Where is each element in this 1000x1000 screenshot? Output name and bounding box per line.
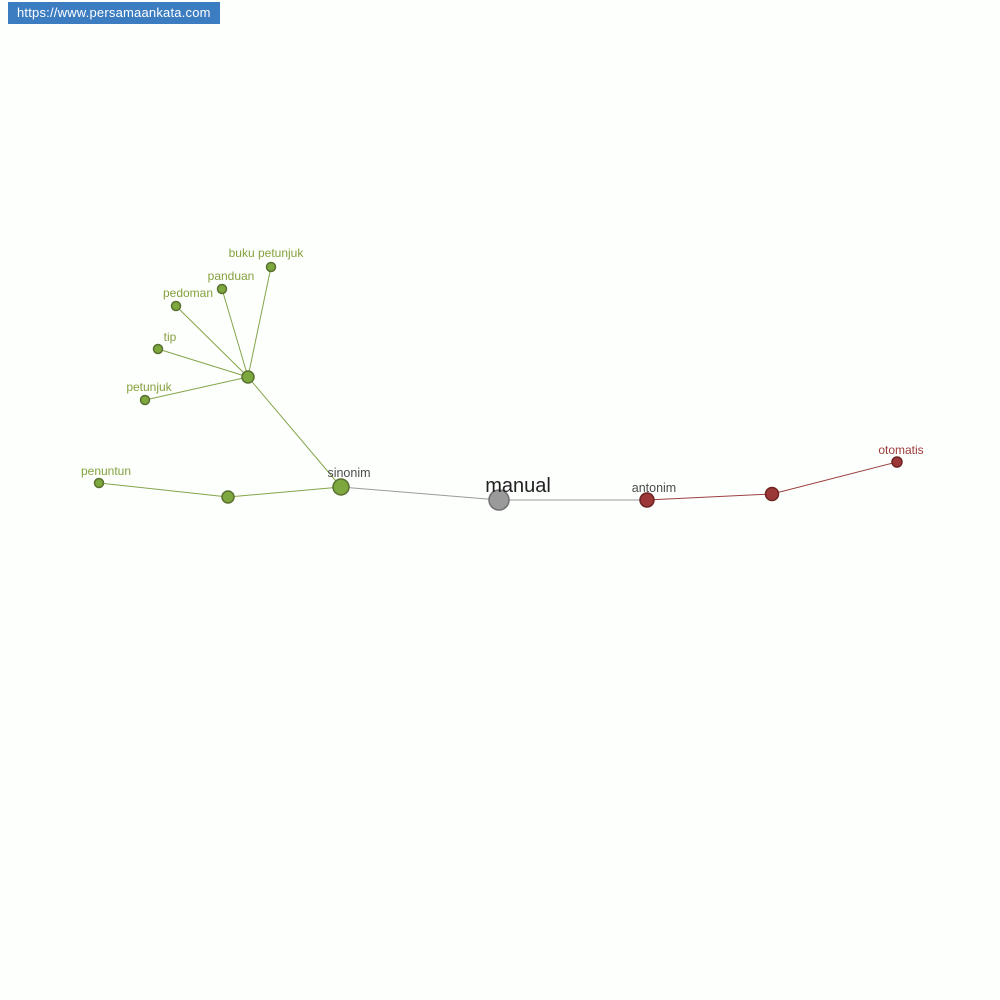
edge-penuntun-mid-syn <box>98 482 229 498</box>
node-label-buku-petunjuk[interactable]: buku petunjuk <box>229 246 305 260</box>
node-antonim[interactable] <box>639 492 655 508</box>
node-panduan[interactable] <box>216 283 228 295</box>
node-label-manual[interactable]: manual <box>485 475 551 497</box>
node-penuntun[interactable] <box>93 477 105 489</box>
edge-antonim-mid-ant <box>646 493 773 501</box>
node-hub-syn[interactable] <box>241 370 255 384</box>
node-tip[interactable] <box>152 343 164 355</box>
edge-mid-syn-sinonim <box>227 486 342 498</box>
edge-hub-syn-petunjuk <box>144 376 249 401</box>
site-url-badge: https://www.persamaankata.com <box>8 2 220 24</box>
node-label-sinonim[interactable]: sinonim <box>327 466 370 480</box>
edge-hub-syn-buku-petunjuk <box>247 266 272 378</box>
edge-hub-syn-sinonim <box>247 376 342 488</box>
node-sinonim[interactable] <box>332 478 350 496</box>
edge-hub-syn-pedoman <box>175 305 249 378</box>
node-label-otomatis[interactable]: otomatis <box>878 443 923 457</box>
node-label-tip[interactable]: tip <box>164 330 177 344</box>
edge-hub-syn-tip <box>157 348 249 378</box>
edge-sinonim-manual <box>340 486 500 501</box>
node-label-penuntun[interactable]: penuntun <box>81 464 131 478</box>
edge-mid-ant-otomatis <box>771 461 898 495</box>
node-petunjuk[interactable] <box>139 394 151 406</box>
node-label-petunjuk[interactable]: petunjuk <box>126 380 172 394</box>
node-mid-syn[interactable] <box>221 490 235 504</box>
node-mid-ant[interactable] <box>764 486 780 502</box>
node-buku-petunjuk[interactable] <box>265 261 277 273</box>
node-label-pedoman[interactable]: pedoman <box>163 286 213 300</box>
edge-hub-syn-panduan <box>221 288 249 378</box>
node-otomatis[interactable] <box>891 456 903 468</box>
node-manual[interactable] <box>488 489 510 511</box>
node-label-antonim[interactable]: antonim <box>632 481 676 495</box>
node-label-panduan[interactable]: panduan <box>208 269 255 283</box>
node-pedoman[interactable] <box>170 300 182 312</box>
